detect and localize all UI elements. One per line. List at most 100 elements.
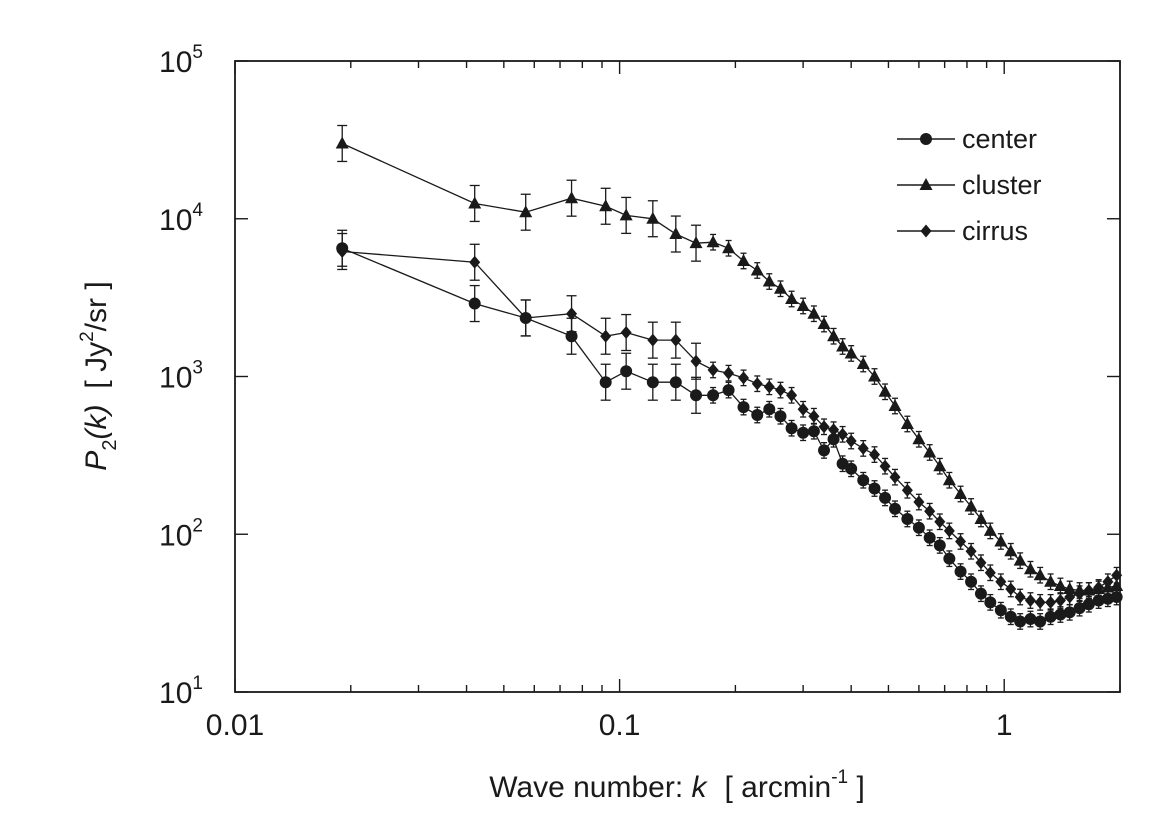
data-point-center [1004, 610, 1017, 623]
data-point-center [888, 502, 901, 515]
data-point-cirrus [786, 388, 798, 402]
data-point-center [620, 365, 633, 378]
data-point-cirrus [975, 556, 987, 570]
data-point-center [912, 521, 925, 534]
series-center [336, 229, 1123, 630]
data-point-cirrus [566, 307, 578, 321]
data-point-cluster [619, 208, 633, 221]
data-point-cirrus [1045, 595, 1057, 609]
data-point-center [763, 403, 776, 416]
y-tick-label: 101 [159, 673, 203, 710]
y-tick-label-base: 10 [159, 677, 192, 710]
data-point-cirrus [879, 459, 891, 473]
data-point-center [669, 376, 682, 389]
data-point-cirrus [943, 524, 955, 538]
data-point-cluster [706, 235, 720, 248]
data-point-cirrus [901, 483, 913, 497]
data-point-cluster [878, 384, 892, 397]
data-point-cirrus [955, 534, 967, 548]
data-point-center [1073, 602, 1086, 615]
legend-label-cluster: cluster [962, 170, 1042, 200]
data-point-cirrus [469, 255, 481, 269]
data-point-cluster [750, 263, 764, 276]
data-point-cluster [974, 511, 988, 524]
y-axis-title-unit-rest: /sr ] [80, 281, 113, 331]
data-point-cirrus [924, 504, 936, 518]
data-point-cluster [1044, 574, 1058, 587]
x-axis-title-var: k [692, 771, 709, 804]
data-point-cirrus [738, 371, 750, 385]
legend-marker-cirrus [920, 224, 932, 238]
y-tick-label: 103 [159, 358, 203, 395]
y-tick-label-base: 10 [159, 46, 192, 79]
data-point-cluster [1053, 578, 1067, 591]
y-tick-label: 104 [159, 200, 203, 237]
data-point-center [646, 376, 659, 389]
series-line-center [341, 247, 1117, 623]
data-point-cirrus [763, 380, 775, 394]
data-point-cluster [785, 291, 799, 304]
data-point-center [468, 297, 481, 310]
data-point-cirrus [984, 566, 996, 580]
data-point-center [923, 531, 936, 544]
data-point-center [868, 482, 881, 495]
y-axis-title: P2(k)[ Jy2/sr ] [77, 281, 121, 470]
data-point-center [857, 474, 870, 487]
data-point-cirrus [620, 326, 632, 340]
y-tick-label: 105 [159, 42, 203, 79]
data-point-cluster [646, 211, 660, 224]
data-point-cluster [565, 191, 579, 204]
legend-item-cluster: cluster [897, 170, 1042, 200]
data-point-center [1092, 594, 1105, 607]
data-point-cluster [1023, 562, 1037, 575]
y-tick-label-base: 10 [159, 519, 192, 552]
y-tick-label-base: 10 [159, 362, 192, 395]
data-point-cluster [912, 432, 926, 445]
data-point-cirrus [336, 245, 348, 259]
data-point-center [1014, 615, 1027, 628]
data-point-cluster [994, 534, 1008, 547]
data-point-center [879, 491, 892, 504]
y-tick-label: 102 [159, 515, 203, 552]
data-point-center [1054, 608, 1067, 621]
data-point-cirrus [889, 470, 901, 484]
data-point-cirrus [1054, 594, 1066, 608]
legend-label-center: center [962, 124, 1037, 154]
data-point-center [1034, 615, 1047, 628]
x-axis-title-text: Wave number: [489, 771, 691, 804]
data-point-cirrus [818, 420, 830, 434]
data-point-center [1024, 613, 1037, 626]
data-point-cluster [1013, 553, 1027, 566]
data-point-cluster [836, 339, 850, 352]
data-point-cirrus [670, 333, 682, 347]
data-point-cirrus [913, 495, 925, 509]
data-point-cluster [933, 459, 947, 472]
data-point-cluster [856, 357, 870, 370]
legend-item-cirrus: cirrus [897, 216, 1028, 246]
legend-marker-center [920, 133, 932, 145]
data-point-center [984, 596, 997, 609]
data-point-cluster [519, 205, 533, 218]
data-point-cirrus [995, 575, 1007, 589]
data-point-center [827, 433, 840, 446]
data-point-cirrus [1034, 595, 1046, 609]
data-point-cirrus [1083, 583, 1095, 597]
data-point-cluster [468, 196, 482, 209]
data-point-center [933, 539, 946, 552]
data-point-cluster [827, 329, 841, 342]
series-cluster [335, 124, 1124, 599]
data-point-cirrus [1111, 568, 1123, 582]
data-point-cluster [900, 416, 914, 429]
data-point-cluster [954, 486, 968, 499]
data-point-cluster [773, 281, 787, 294]
data-point-cluster [983, 523, 997, 536]
data-point-cirrus [1024, 594, 1036, 608]
legend: center cluster cirrus [897, 124, 1042, 246]
y-tick-label-exp: 2 [192, 515, 203, 536]
data-point-cluster [868, 369, 882, 382]
y-tick-label-exp: 4 [192, 200, 203, 221]
y-axis-title-p: P [80, 451, 113, 471]
x-tick-label: 0.01 [206, 709, 264, 742]
